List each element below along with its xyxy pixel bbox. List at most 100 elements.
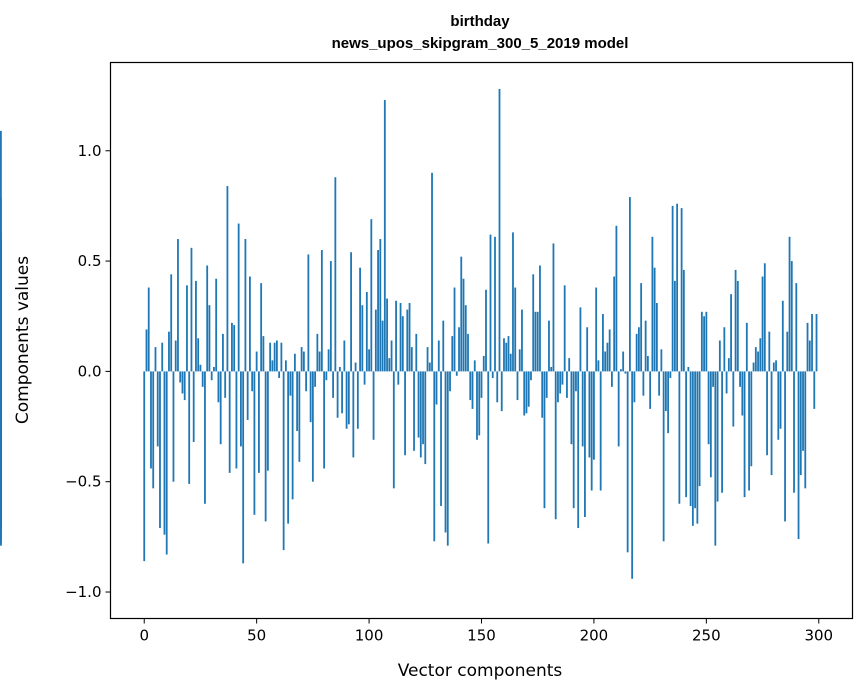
bar-component-9 [163, 371, 166, 535]
bar-component-109 [388, 358, 391, 372]
bar-component-120 [413, 371, 415, 451]
bar-component-267 [743, 371, 746, 498]
bar-component-277 [766, 371, 768, 456]
bar-component-71 [302, 351, 305, 372]
x-tick-label-50: 50 [247, 627, 266, 645]
bar-component-226 [651, 236, 654, 372]
bar-component-58 [273, 342, 276, 372]
bar-component-286 [786, 331, 789, 372]
x-tick-label-300: 300 [804, 627, 833, 645]
bar-component-244 [691, 371, 694, 526]
bar-component-62 [282, 371, 285, 551]
bar-series [0, 88, 818, 579]
bar-component-57 [271, 360, 274, 372]
bar-component-65 [289, 371, 292, 396]
bar-component-85 [334, 177, 337, 372]
bar-component-227 [653, 267, 656, 372]
bar-component-18 [183, 371, 186, 401]
bar-component-145 [469, 371, 472, 401]
bar-component-114 [399, 302, 402, 372]
bar-component-173 [532, 274, 535, 372]
bar-component-157 [496, 371, 499, 403]
bar-component-22 [192, 371, 195, 442]
bar-component-293 [802, 371, 804, 451]
bar-component-165 [514, 287, 517, 372]
bar-component-121 [415, 333, 418, 372]
bar-component-144 [467, 333, 469, 372]
bar-component-28 [206, 265, 209, 372]
bar-component-224 [646, 355, 649, 372]
bar-component-200 [593, 371, 595, 460]
bar-component-158 [498, 88, 501, 372]
bar-component-139 [455, 371, 458, 376]
bar-component-43 [240, 371, 242, 447]
bar-component-66 [291, 371, 294, 500]
bar-component-211 [617, 371, 620, 447]
bar-component-75 [311, 371, 314, 482]
bar-component-276 [763, 263, 766, 372]
bar-component-273 [757, 351, 759, 372]
bar-component-92 [350, 252, 352, 372]
bar-component-133 [442, 320, 445, 372]
bar-component-265 [739, 371, 741, 387]
bar-component-143 [464, 305, 467, 372]
bar-component-287 [788, 236, 791, 372]
bar-component-175 [536, 311, 539, 372]
bar-component-149 [478, 371, 481, 436]
bar-component-49 [253, 371, 256, 515]
bar-component-261 [730, 294, 732, 372]
bar-component-202 [597, 360, 600, 372]
bar-component-217 [631, 371, 634, 579]
bar-component-38 [228, 371, 231, 473]
bar-component-59 [275, 340, 278, 372]
bar-component-91 [347, 371, 350, 425]
bar-component-292 [799, 371, 802, 476]
bar-component-29 [208, 305, 211, 372]
bar-component-123 [419, 371, 422, 458]
bar-component-207 [608, 329, 611, 372]
bar-component-297 [811, 314, 813, 372]
bar-component-14 [174, 340, 177, 372]
bar-component-195 [581, 371, 584, 447]
bar-component-74 [309, 371, 312, 423]
bar-component-259 [725, 371, 728, 394]
bar-component-0 [143, 371, 146, 562]
bar-component-210 [615, 225, 618, 372]
bar-component-94 [354, 362, 357, 372]
bar-component-86 [336, 371, 339, 418]
x-tick-label-100: 100 [355, 627, 384, 645]
bar-component-254 [714, 371, 717, 546]
bar-component-197 [586, 327, 589, 372]
bar-component-116 [404, 371, 406, 456]
bar-component-266 [741, 371, 744, 416]
bar-component-257 [721, 371, 723, 493]
y-tick-label-2: 0.0 [78, 362, 102, 380]
bar-component-177 [541, 371, 544, 418]
bar-component-295 [806, 322, 809, 372]
bar-component-241 [685, 371, 688, 498]
bar-component-97 [361, 305, 364, 372]
bar-component-170 [525, 371, 528, 414]
bar-component-247 [698, 371, 701, 487]
bar-component-136 [449, 371, 451, 392]
bar-component-231 [662, 371, 665, 542]
bar-component-7 [159, 371, 161, 529]
bar-component-115 [401, 316, 404, 372]
bar-component-98 [363, 371, 366, 385]
bar-component-243 [689, 371, 692, 506]
bar-component-230 [660, 349, 663, 372]
y-tick-label-3: 0.5 [78, 252, 102, 270]
bar-component-84 [332, 371, 334, 398]
bar-component-189 [568, 358, 571, 372]
bar-component-106 [381, 320, 384, 372]
bar-component-284 [781, 300, 784, 372]
bar-component-155 [491, 371, 494, 379]
bar-component-90 [345, 371, 348, 429]
bar-component-258 [723, 327, 726, 372]
bar-component-209 [613, 276, 616, 372]
bar-component-174 [534, 311, 537, 372]
bar-component-186 [561, 371, 564, 385]
bar-component-48 [251, 371, 254, 392]
bar-component-283 [779, 371, 782, 429]
bar-component-167 [518, 349, 521, 372]
